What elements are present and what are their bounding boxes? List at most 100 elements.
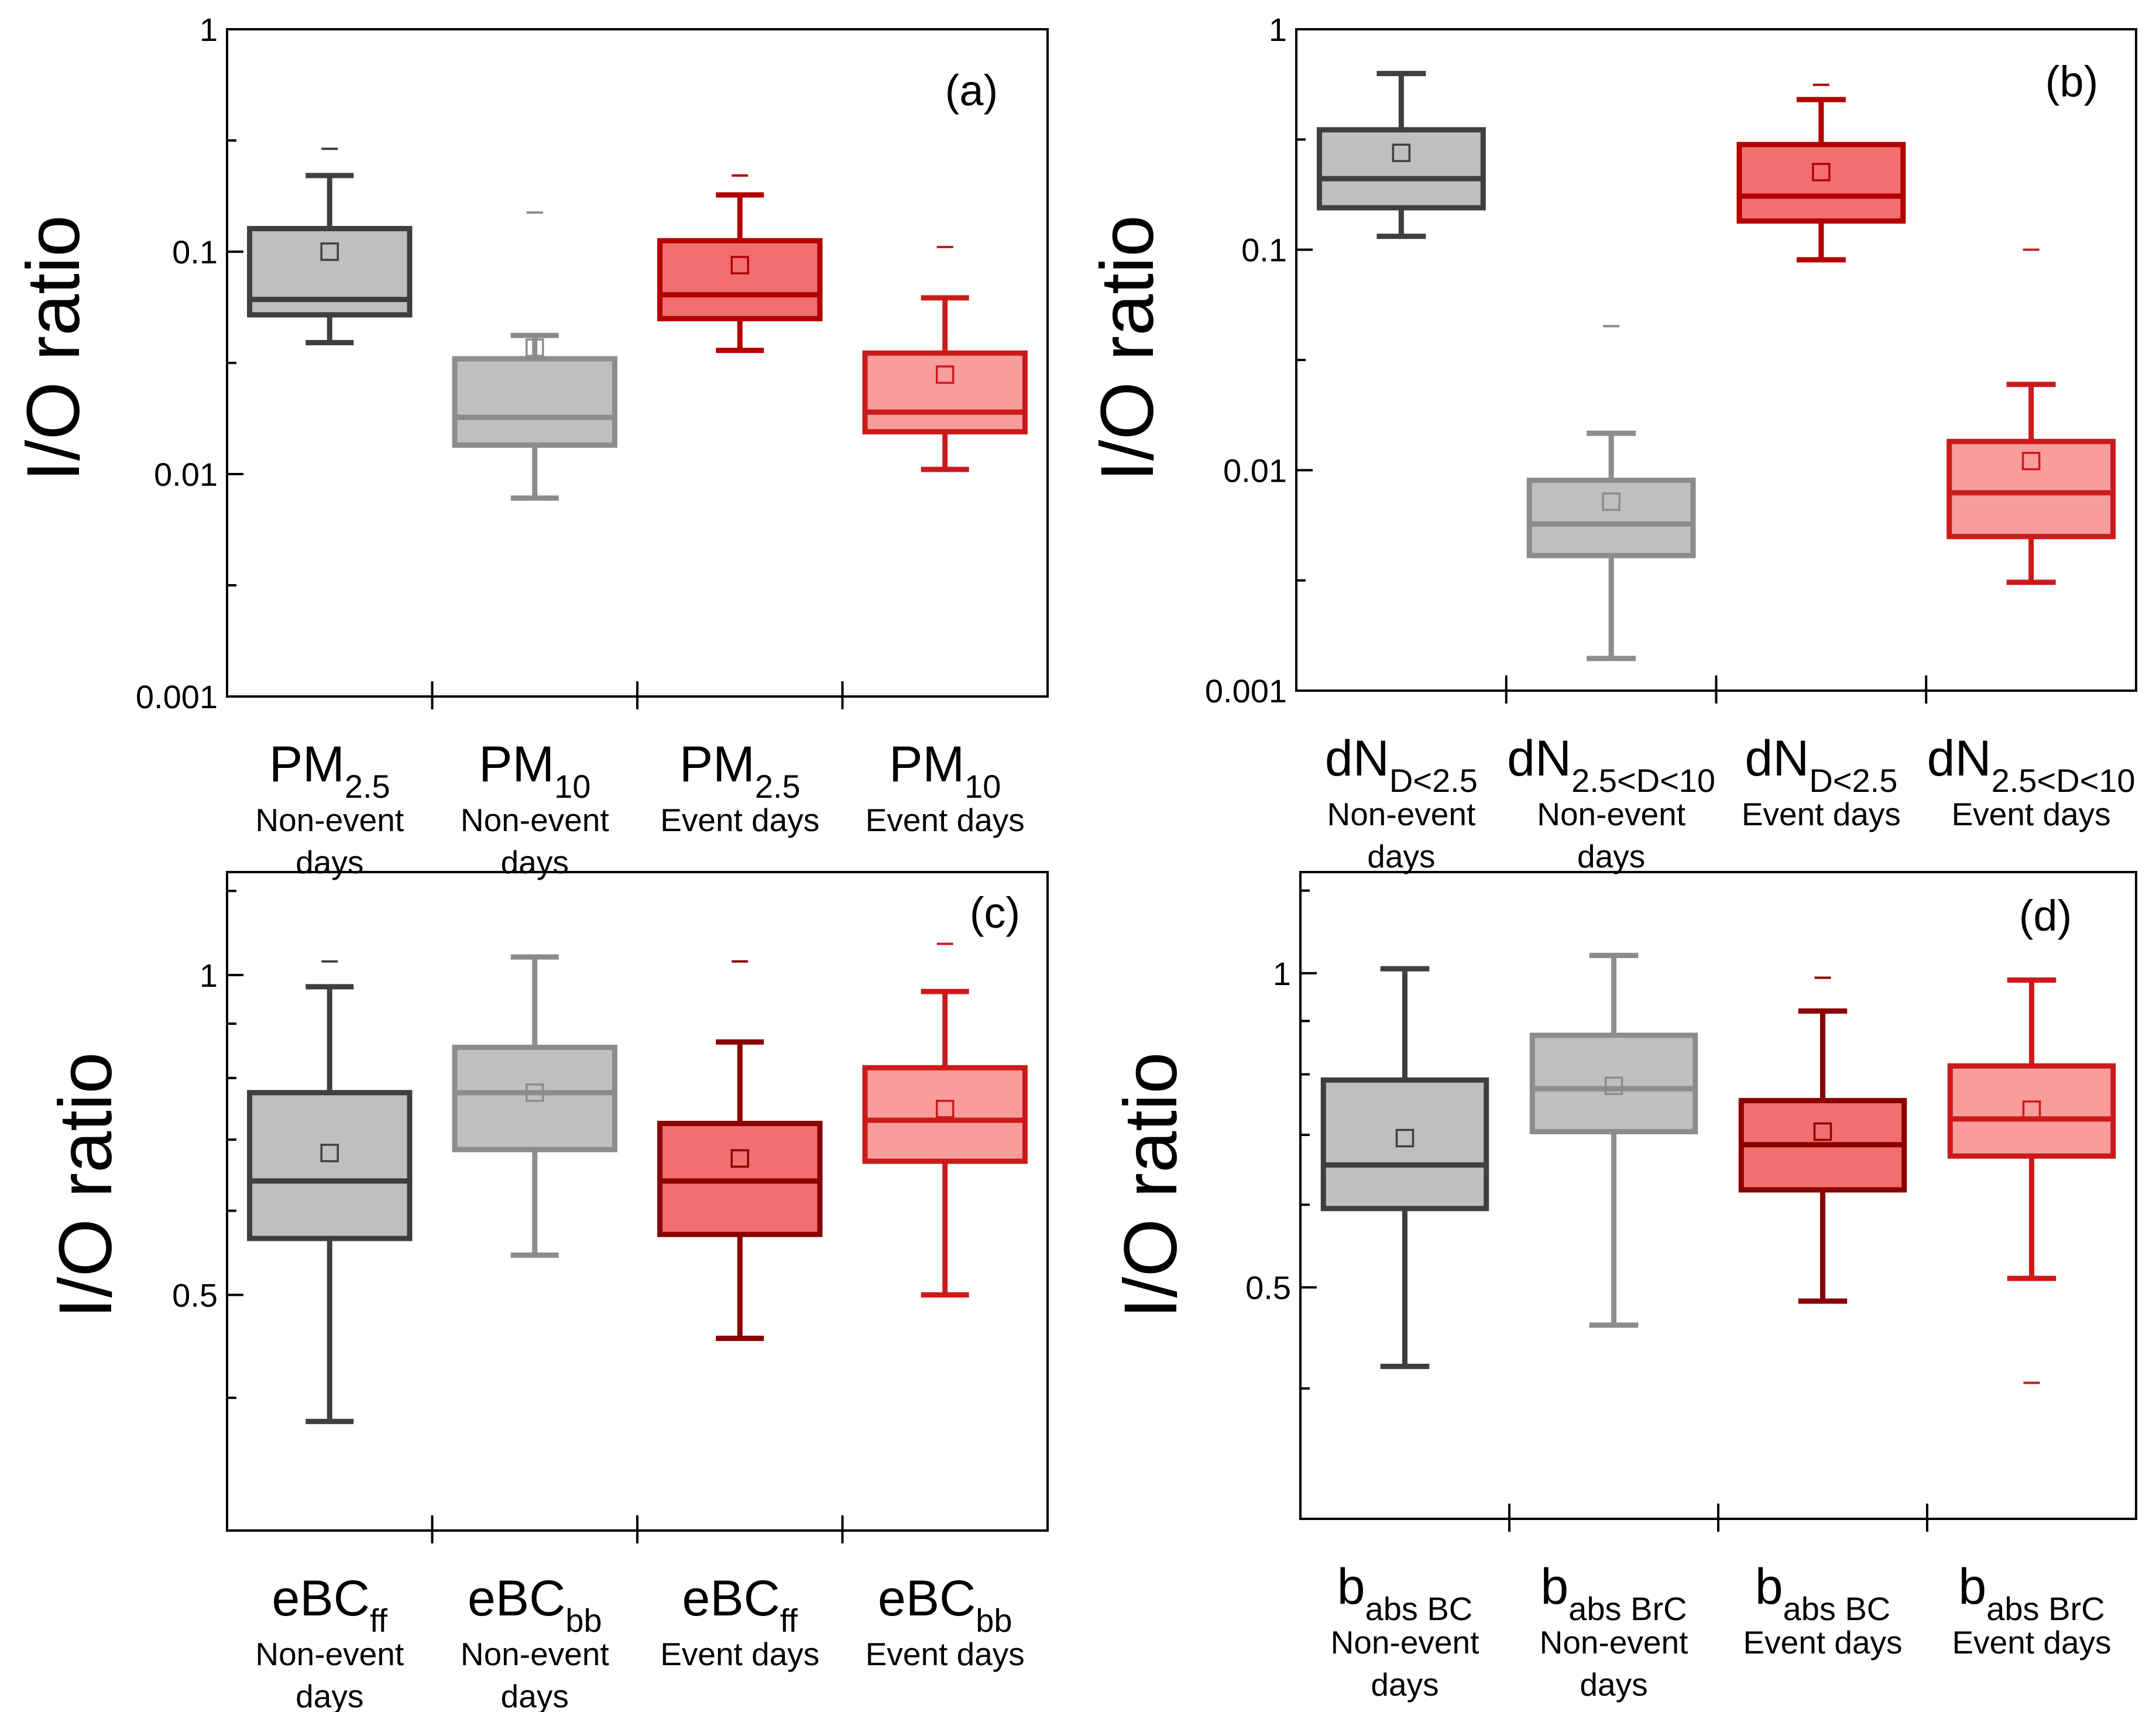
category-label: eBCbb: [468, 1570, 602, 1639]
category-main: PM: [479, 736, 554, 792]
y-tick-label: 1: [1269, 11, 1287, 48]
box-plot: [452, 954, 617, 1258]
iqr-box: [1316, 127, 1486, 211]
category-subscript: 2.5<D<10: [1571, 762, 1715, 799]
category-subscript: 2.5<D<10: [1992, 762, 2136, 799]
box-plot: [657, 960, 823, 1342]
category-description: days: [501, 844, 569, 880]
category-description: days: [501, 1678, 569, 1712]
category-main: PM: [679, 736, 755, 792]
category-subscript: D<2.5: [1809, 762, 1897, 799]
category-description: days: [1580, 1666, 1647, 1703]
box-plot: [1316, 71, 1486, 239]
category-subscript: abs BC: [1365, 1590, 1473, 1627]
category-description: Non-event: [255, 1636, 404, 1672]
iqr-box: [1529, 1032, 1698, 1134]
box-plot: [1736, 83, 1906, 263]
category-main: dN: [1325, 730, 1389, 787]
category-subscript: abs BC: [1783, 1590, 1891, 1627]
category-description: Non-event: [1537, 796, 1685, 832]
mean-marker: [320, 1144, 339, 1162]
box-plot: [1738, 976, 1907, 1304]
category-subscript: D<2.5: [1389, 762, 1478, 799]
category-subscript: 10: [964, 768, 1001, 805]
y-axis-title: I/O ratio: [12, 215, 95, 481]
mean-marker: [2022, 1100, 2041, 1119]
mean-marker: [1604, 1076, 1623, 1095]
box-plot: [1947, 977, 2116, 1384]
category-label: dND<2.5: [1745, 730, 1897, 799]
y-axis-title: I/O ratio: [1109, 1052, 1193, 1318]
category-description: days: [296, 844, 363, 880]
category-subscript: abs BrC: [1986, 1590, 2104, 1627]
category-label: babs BrC: [1958, 1559, 2104, 1627]
category-description: Non-event: [1327, 796, 1475, 832]
category-main: dN: [1507, 730, 1571, 787]
category-label: babs BC: [1755, 1559, 1890, 1627]
mean-marker: [526, 338, 544, 357]
box-plot: [247, 147, 413, 345]
category-label: PM10: [479, 736, 591, 805]
box-plot: [1526, 325, 1696, 661]
category-label: dND<2.5: [1325, 730, 1478, 799]
box-plot: [862, 942, 1028, 1298]
category-subscript: bb: [976, 1602, 1012, 1639]
category-description: days: [1371, 1666, 1439, 1703]
mean-marker: [1602, 492, 1621, 511]
category-description: Event days: [1742, 796, 1901, 832]
mean-marker: [1392, 143, 1411, 162]
category-description: days: [1367, 838, 1435, 874]
category-description: Event days: [660, 802, 819, 838]
category-label: PM2.5: [679, 736, 801, 805]
category-label: babs BC: [1337, 1559, 1472, 1627]
category-subscript: ff: [370, 1602, 388, 1639]
category-description: Non-event: [1540, 1624, 1688, 1660]
box-plot: [1946, 248, 2116, 585]
y-tick-label: 1: [200, 957, 218, 994]
mean-marker: [730, 1149, 749, 1168]
category-description: Non-event: [255, 802, 404, 838]
category-label: dN2.5<D<10: [1507, 730, 1715, 799]
category-label: dN2.5<D<10: [1927, 730, 2136, 799]
panel-label: (d): [2019, 891, 2072, 940]
mean-marker: [2021, 451, 2041, 471]
y-axis-title: I/O ratio: [44, 1052, 128, 1318]
iqr-box: [1946, 438, 2116, 540]
category-description: days: [296, 1678, 363, 1712]
mean-marker: [526, 1083, 544, 1102]
category-description: Event days: [1952, 1624, 2111, 1660]
y-tick-label: 0.001: [1205, 673, 1287, 709]
category-label: eBCbb: [878, 1570, 1012, 1639]
category-main: PM: [269, 736, 345, 792]
mean-marker: [936, 365, 955, 384]
category-main: dN: [1745, 730, 1809, 787]
iqr-box: [1526, 478, 1696, 558]
y-tick-label: 0.001: [136, 678, 218, 715]
y-tick-label: 0.5: [1245, 1269, 1291, 1306]
iqr-box: [862, 350, 1028, 435]
mean-marker: [1395, 1128, 1415, 1148]
panel-c: 0.51I/O ratio(c)eBCffNon-eventdayseBCbbN…: [44, 871, 1049, 1712]
category-main: dN: [1927, 730, 1992, 787]
y-tick-label: 0.01: [1223, 452, 1287, 489]
iqr-box: [247, 1090, 413, 1241]
category-main: b: [1958, 1559, 1986, 1615]
y-axis-title: I/O ratio: [1086, 215, 1169, 481]
category-description: Non-event: [1331, 1624, 1479, 1660]
iqr-box: [1320, 1077, 1489, 1212]
category-main: eBC: [272, 1570, 370, 1627]
box-plot: [1529, 952, 1698, 1328]
category-subscript: ff: [780, 1602, 798, 1639]
category-label: eBCff: [682, 1570, 798, 1639]
category-description: days: [1577, 838, 1645, 874]
category-main: b: [1755, 1559, 1783, 1615]
iqr-box: [657, 238, 823, 321]
category-description: Non-event: [461, 802, 609, 838]
mean-marker: [1812, 163, 1831, 181]
category-subscript: bb: [565, 1602, 602, 1639]
category-main: eBC: [682, 1570, 780, 1627]
category-label: babs BrC: [1540, 1559, 1687, 1627]
mean-marker: [1813, 1122, 1832, 1141]
